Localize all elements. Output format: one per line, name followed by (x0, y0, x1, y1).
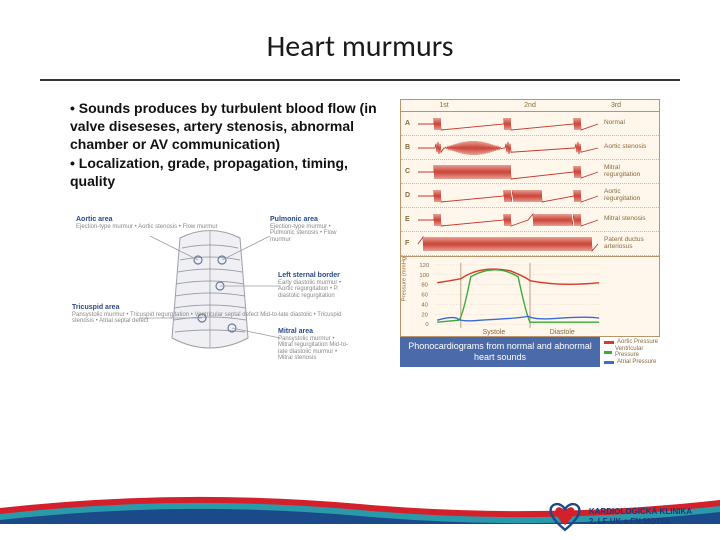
phonocardiogram-panel: 1st 2nd 3rd A Normal B Aortic stenosis C… (400, 99, 660, 337)
heart-icon (549, 502, 581, 532)
svg-text:60: 60 (421, 293, 428, 299)
legend-item: Atrial Pressure (604, 359, 658, 365)
svg-text:100: 100 (419, 273, 430, 279)
label-aortic: Aortic area Ejection-type murmur • Aorti… (76, 216, 218, 230)
legend-item: Aortic Pressure (604, 339, 658, 345)
label-tricuspid: Tricuspid area Pansystolic murmur • Tric… (72, 304, 350, 325)
bullet-1: • Sounds produces by turbulent blood flo… (70, 99, 380, 154)
waveform-icon (415, 211, 601, 229)
waveform-icon (415, 115, 601, 133)
label-pulmonic: Pulmonic area Ejection-type murmur • Pul… (270, 216, 350, 243)
legend-item: Ventricular Pressure (604, 346, 658, 358)
svg-text:80: 80 (421, 283, 428, 289)
svg-text:40: 40 (421, 302, 428, 308)
phono-caption: Phonocardiograms from normal and abnorma… (400, 337, 600, 367)
svg-text:120: 120 (419, 263, 430, 269)
bullet-2: • Localization, grade, propagation, timi… (70, 154, 380, 190)
waveform-icon (415, 187, 601, 205)
waveform-icon (415, 235, 601, 253)
waveform-icon (415, 139, 601, 157)
pressure-chart: 120 100 80 60 40 20 0 Pressure (mmHg) (401, 256, 659, 336)
phase-diastole: Diastole (550, 329, 575, 336)
content-area: • Sounds produces by turbulent blood flo… (0, 81, 720, 388)
phono-header: 1st 2nd 3rd (401, 100, 659, 112)
label-leftsternal: Left sternal border Early diastolic murm… (278, 272, 350, 299)
phase-systole: Systole (483, 329, 506, 336)
footer-line1: KARDIOLOGICKÁ KLINIKA (589, 507, 692, 517)
footer-logo: KARDIOLOGICKÁ KLINIKA 2. LF UK a FN MOTO… (549, 502, 692, 532)
label-mitral: Mitral area Pansystolic murmur • Mitral … (278, 328, 350, 362)
svg-text:20: 20 (421, 312, 428, 318)
phono-row-f: F Patent ductus arteriosus (401, 232, 659, 256)
phono-row-e: E Mitral stenosis (401, 208, 659, 232)
bullet-list: • Sounds produces by turbulent blood flo… (70, 99, 380, 190)
phono-row-b: B Aortic stenosis (401, 136, 659, 160)
phono-row-c: C Mitral regurgitation (401, 160, 659, 184)
auscultation-diagram: Aortic area Ejection-type murmur • Aorti… (70, 208, 350, 388)
pressure-legend: Aortic PressureVentricular PressureAtria… (600, 337, 658, 366)
phono-row-a: A Normal (401, 112, 659, 136)
waveform-icon (415, 163, 601, 181)
phono-row-d: D Aortic regurgitation (401, 184, 659, 208)
svg-text:0: 0 (425, 322, 429, 328)
page-title: Heart murmurs (40, 28, 680, 65)
footer-line2: 2. LF UK a FN MOTOL (589, 517, 692, 527)
svg-text:Pressure (mmHg): Pressure (mmHg) (402, 257, 408, 301)
